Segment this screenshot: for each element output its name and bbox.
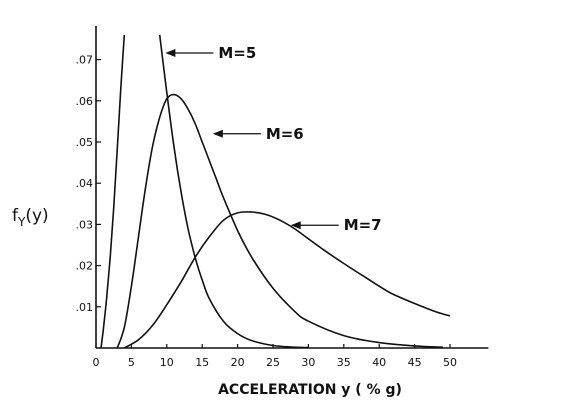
x-tick-label: 10 (160, 356, 174, 369)
x-tick-label: 20 (231, 356, 245, 369)
y-tick-label: .04 (76, 177, 94, 190)
x-tick-label: 5 (128, 356, 135, 369)
axes (95, 26, 489, 349)
x-tick-label: 50 (443, 356, 457, 369)
y-tick-label: .01 (76, 301, 94, 314)
y-ticks: .01 .02 .03 .04 .05 .06 .07 (76, 54, 101, 314)
series-curve-1 (158, 34, 309, 348)
x-tick-label: 0 (93, 356, 100, 369)
annotation-arrowhead (165, 49, 176, 58)
x-tick-label: 15 (195, 356, 209, 369)
x-tick-label: 25 (266, 356, 280, 369)
x-tick-label: 35 (337, 356, 351, 369)
y-axis-title-subscript: Y (17, 215, 26, 229)
annotation-arrowhead (212, 129, 223, 138)
curves (100, 34, 451, 348)
series-curve-0 (100, 34, 126, 348)
y-tick-label: .03 (76, 218, 94, 231)
annotation-label: M=5 (218, 44, 256, 62)
y-tick-label: .06 (76, 95, 94, 108)
x-tick-label: 40 (372, 356, 386, 369)
y-axis-title-arg: (y) (25, 206, 48, 226)
x-axis-title: ACCELERATION y ( % g) (218, 382, 402, 398)
annotation-label: M=7 (344, 216, 382, 234)
x-tick-label: 30 (301, 356, 315, 369)
series-curve-2 (116, 93, 443, 348)
x-tick-label: 45 (408, 356, 422, 369)
series-curve-3 (123, 211, 451, 348)
y-axis-title: fY(y) (12, 206, 49, 229)
y-axis-title-main: f (12, 206, 19, 226)
y-tick-label: .05 (76, 136, 94, 149)
annotation-label: M=6 (266, 125, 304, 143)
y-tick-label: .07 (76, 54, 94, 67)
y-tick-label: .02 (76, 260, 94, 273)
annotation-arrowhead (290, 221, 301, 230)
annotations: M=5 M=6 M=7 (165, 44, 382, 234)
x-ticks: 0 5 10 15 20 25 30 35 40 45 50 (93, 344, 457, 369)
